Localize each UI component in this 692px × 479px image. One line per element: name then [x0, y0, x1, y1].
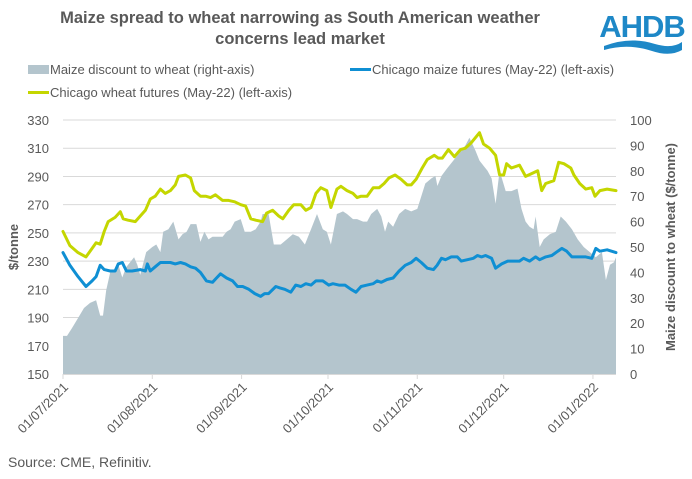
- chart-title-line-1: Maize spread to wheat narrowing as South…: [60, 9, 540, 27]
- line-maize-futures: [61, 246, 618, 298]
- source-note: Source: CME, Refinitiv.: [8, 454, 152, 470]
- line-wheat-futures: [61, 131, 618, 259]
- y-left-tick-label: 230: [27, 254, 49, 269]
- y-left-tick-label: 330: [27, 113, 49, 128]
- x-tick-label: 01/09/2021: [193, 380, 250, 437]
- y-right-tick-label: 80: [630, 164, 644, 179]
- y-left-tick-label: 290: [27, 169, 49, 184]
- legend-swatch-line-yellow: [28, 91, 49, 94]
- x-tick-label: 01/11/2021: [369, 380, 425, 436]
- legend-swatch-area: [28, 65, 49, 74]
- y-right-tick-label: 40: [630, 265, 644, 280]
- x-tick-label: 01/08/2021: [104, 380, 161, 437]
- legend-swatch-line-blue: [350, 68, 371, 71]
- legend-item-maize-discount: Maize discount to wheat (right-axis): [28, 62, 254, 77]
- area-maize-discount: [63, 137, 616, 374]
- y-right-tick-label: 90: [630, 138, 644, 153]
- ahdb-logo-wave-icon: [604, 40, 682, 54]
- y-right-tick-label: 30: [630, 291, 644, 306]
- y-right-tick-label: 70: [630, 189, 644, 204]
- y-right-tick-label: 60: [630, 215, 644, 230]
- x-tick-label: 01/10/2021: [279, 380, 336, 437]
- ahdb-logo: AHDB: [600, 9, 685, 54]
- y-axis-right-title: Maize discount to wheat ($/tonne): [663, 143, 678, 351]
- legend-label: Chicago wheat futures (May-22) (left-axi…: [50, 85, 293, 100]
- y-right-tick-label: 20: [630, 316, 644, 331]
- line-series-layer: [61, 131, 618, 298]
- legend-label: Chicago maize futures (May-22) (left-axi…: [372, 62, 615, 77]
- y-left-tick-label: 310: [27, 141, 49, 156]
- x-tick-label: 01/07/2021: [14, 380, 71, 437]
- ahdb-logo-text: AHDB: [600, 9, 685, 44]
- y-left-tick-label: 170: [27, 339, 49, 354]
- y-left-tick-label: 210: [27, 282, 49, 297]
- y-right-tick-label: 10: [630, 342, 644, 357]
- x-tick-label: 01/01/2022: [544, 380, 601, 437]
- chart-title: Maize spread to wheat narrowing as South…: [0, 8, 600, 50]
- y-left-tick-label: 150: [27, 367, 49, 382]
- y-left-tick-label: 250: [27, 226, 49, 241]
- area-series-layer: [63, 137, 616, 374]
- legend-item-maize-futures: Chicago maize futures (May-22) (left-axi…: [350, 62, 614, 77]
- y-axis-left-title: $/tonne: [6, 224, 21, 270]
- legend-item-wheat-futures: Chicago wheat futures (May-22) (left-axi…: [28, 85, 292, 100]
- chart-title-line-2: concerns lead market: [215, 30, 385, 48]
- y-left-tick-label: 270: [27, 198, 49, 213]
- x-tick-label: 01/12/2021: [455, 380, 512, 437]
- y-right-tick-label: 0: [630, 367, 637, 382]
- legend-label: Maize discount to wheat (right-axis): [50, 62, 255, 77]
- y-left-tick-label: 190: [27, 311, 49, 326]
- y-right-tick-label: 100: [630, 113, 652, 128]
- y-right-tick-label: 50: [630, 240, 644, 255]
